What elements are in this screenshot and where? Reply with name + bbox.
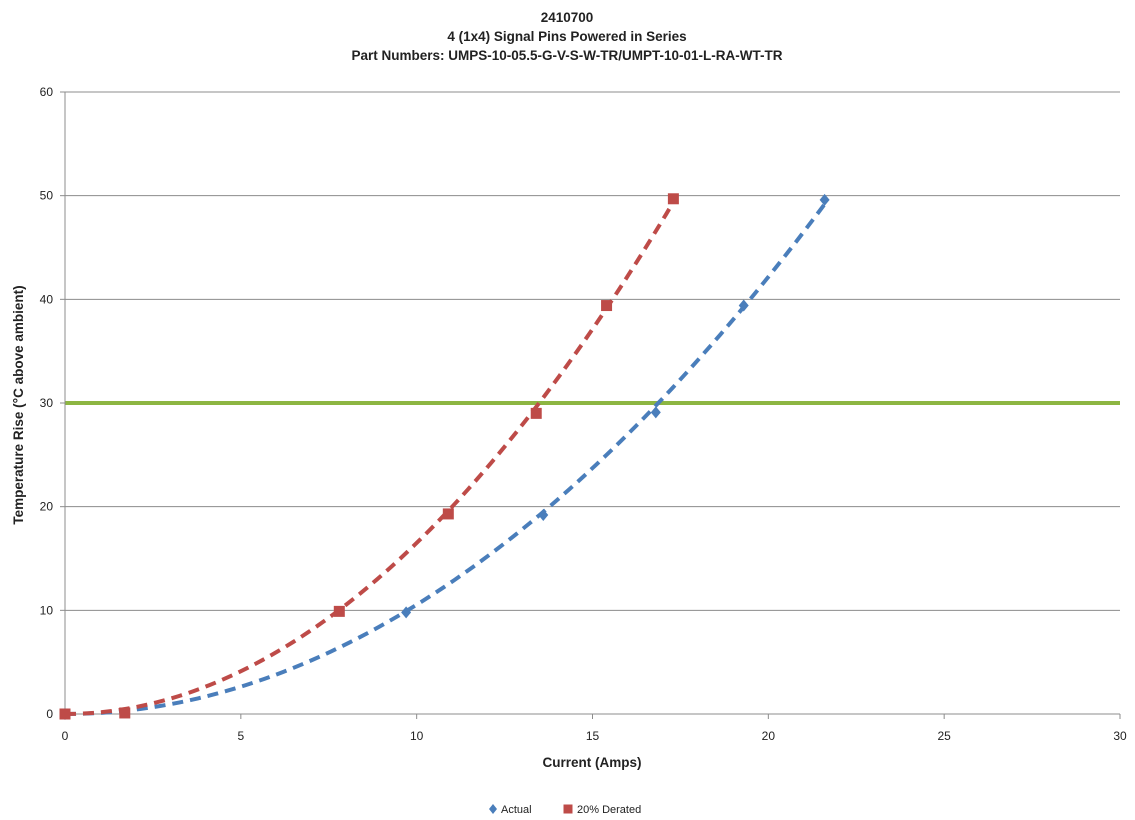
data-point <box>530 407 542 419</box>
x-tick-label-5: 5 <box>237 729 244 743</box>
series-actual <box>60 193 830 720</box>
y-tick-label-10: 10 <box>40 603 54 617</box>
y-tick-label-40: 40 <box>40 292 54 306</box>
data-point <box>738 299 749 312</box>
x-tick-label-10: 10 <box>410 729 424 743</box>
legend-item-derated: 20% Derated <box>563 804 641 816</box>
data-point <box>401 606 412 619</box>
chart-title: 2410700 4 (1x4) Signal Pins Powered in S… <box>351 10 782 63</box>
data-point <box>819 193 830 206</box>
trendline-1 <box>64 201 676 716</box>
legend-label: Actual <box>501 804 532 816</box>
x-tick-label-20: 20 <box>762 729 776 743</box>
axes <box>60 91 1121 719</box>
trendline-0 <box>64 203 827 716</box>
data-point <box>650 406 661 419</box>
chart-title-line-3: Part Numbers: UMPS-10-05.5-G-V-S-W-TR/UM… <box>351 48 782 63</box>
x-tick-label-30: 30 <box>1113 729 1127 743</box>
y-axis-title: Temperature Rise (°C above ambient) <box>11 285 26 524</box>
y-tick-label-0: 0 <box>46 707 53 721</box>
series-group <box>59 193 830 720</box>
chart-title-line-2: 4 (1x4) Signal Pins Powered in Series <box>447 29 686 44</box>
legend-item-actual: Actual <box>489 804 532 816</box>
y-tick-label-50: 50 <box>40 189 54 203</box>
series-derated <box>59 193 679 720</box>
legend-label: 20% Derated <box>577 804 641 816</box>
x-tick-label-0: 0 <box>62 729 69 743</box>
data-point <box>59 708 71 720</box>
data-point <box>667 193 679 205</box>
tick-labels: 0 10 20 30 40 50 60 0 5 10 15 20 25 30 <box>40 85 1127 743</box>
y-tick-label-60: 60 <box>40 85 54 99</box>
chart-title-line-1: 2410700 <box>541 10 594 25</box>
x-axis-title: Current (Amps) <box>542 755 641 770</box>
data-point <box>442 508 454 520</box>
gridlines <box>65 91 1120 611</box>
legend: Actual 20% Derated <box>489 804 641 816</box>
y-tick-label-20: 20 <box>40 500 54 514</box>
data-point <box>601 300 613 312</box>
data-point <box>333 605 345 617</box>
legend-square-marker <box>563 804 573 814</box>
x-tick-label-15: 15 <box>586 729 600 743</box>
data-point <box>538 508 549 521</box>
data-point <box>119 707 131 719</box>
legend-diamond-marker <box>489 804 497 814</box>
y-tick-label-30: 30 <box>40 396 54 410</box>
x-tick-label-25: 25 <box>937 729 951 743</box>
